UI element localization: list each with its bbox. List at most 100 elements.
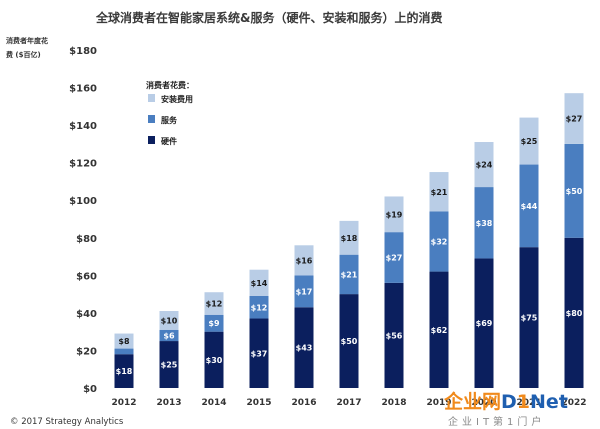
data-label: $12 (251, 303, 268, 312)
y-tick-label: $160 (69, 84, 97, 95)
x-tick-label: 2022 (561, 398, 586, 408)
data-label: $12 (206, 300, 223, 309)
bar-segment-1 (339, 254, 359, 295)
x-tick-label: 2013 (156, 398, 181, 408)
bar-segment-2 (249, 269, 269, 296)
bar-segment-0 (474, 258, 494, 388)
bar-segment-1 (159, 329, 179, 342)
bar-segment-1 (429, 211, 449, 272)
bar-segment-2 (114, 333, 134, 349)
x-tick-label: 2015 (246, 398, 271, 408)
bar-segment-0 (249, 318, 269, 388)
bar-segment-2 (339, 220, 359, 255)
chart-title: 全球消费者在智能家居系统&服务（硬件、安装和服务）上的消费 (95, 10, 442, 25)
watermark-logo-part1: 企业网 (443, 390, 501, 413)
bar-segment-2 (519, 117, 539, 165)
data-label: $18 (341, 234, 358, 243)
data-label: $10 (161, 316, 178, 325)
data-label: $8 (118, 337, 130, 346)
data-label: $37 (251, 349, 268, 358)
data-label: $17 (296, 287, 313, 296)
bar-segment-1 (564, 143, 584, 238)
legend-entry: 服务 (161, 115, 178, 125)
x-tick-label: 2014 (201, 398, 226, 408)
data-label: $50 (566, 187, 583, 196)
y-tick-label: $80 (76, 234, 97, 245)
data-label: $69 (476, 319, 493, 328)
data-label: $43 (296, 344, 313, 353)
watermark-logo-part4: Net (530, 391, 568, 413)
legend-title: 消费者花费： (146, 80, 194, 90)
legend-entry: 硬件 (161, 136, 177, 146)
bar-segment-2 (204, 292, 224, 315)
y-tick-label: $120 (69, 159, 97, 170)
data-label: $75 (521, 314, 538, 323)
data-label: $25 (161, 361, 178, 370)
x-tick-label: 2020 (471, 398, 496, 408)
bar-segment-2 (429, 172, 449, 212)
data-label: $56 (386, 331, 403, 340)
data-label: $38 (476, 219, 493, 228)
legend-swatch (148, 94, 155, 102)
bar-segment-2 (159, 311, 179, 330)
bar-segment-0 (429, 271, 449, 388)
data-label: $16 (296, 256, 313, 265)
y-tick-label: $0 (83, 384, 97, 395)
data-label: $24 (476, 161, 493, 170)
bar-segment-1 (204, 314, 224, 332)
data-label: $30 (206, 356, 223, 365)
data-label: $27 (566, 115, 583, 124)
bar-segment-0 (114, 354, 134, 388)
bar-segment-1 (519, 164, 539, 248)
y-tick-label: $100 (69, 196, 97, 207)
bar-segment-1 (249, 295, 269, 319)
data-label: $21 (431, 188, 448, 197)
watermark-subtitle: 企业IT第1门户 (448, 415, 545, 428)
data-label: $27 (386, 253, 403, 262)
bar-segment-1 (474, 187, 494, 259)
watermark-logo-part3: 1 (517, 391, 530, 413)
watermark-logo-part2: D (501, 391, 517, 413)
x-tick-label: 2016 (291, 398, 316, 408)
bar-segment-0 (519, 247, 539, 388)
bar-segment-1 (384, 232, 404, 283)
data-label: $21 (341, 270, 358, 279)
data-label: $6 (163, 331, 175, 340)
x-tick-label: 2018 (381, 398, 406, 408)
data-label: $80 (566, 309, 583, 318)
watermark-logo: 企业网D1Net (443, 390, 568, 413)
data-label: $32 (431, 238, 448, 247)
y-axis-label-line1: 消费者年度花 (6, 36, 48, 45)
bar-segment-2 (384, 196, 404, 233)
bar-segment-0 (564, 237, 584, 388)
x-tick-label: 2021 (516, 398, 541, 408)
y-axis-ticks: $0 $20 $40 $60 $80 $100 $120 $140 $160 $180 (69, 46, 97, 395)
data-label: $44 (521, 202, 538, 211)
data-label: $19 (386, 210, 403, 219)
bars: $18 $8 $25 $6 $10 $30 $9 $12 $37 $12 $14 $43 $17 $16 $… (114, 93, 584, 388)
bar-segment-0 (384, 282, 404, 388)
bar-segment-2 (474, 142, 494, 188)
data-label: $50 (341, 337, 358, 346)
legend-swatch (148, 136, 155, 144)
data-label: $9 (208, 319, 220, 328)
bar-segment-0 (339, 294, 359, 388)
y-tick-label: $20 (76, 346, 97, 357)
bar-segment-1 (294, 275, 314, 308)
y-tick-label: $60 (76, 271, 97, 282)
copyright: © 2017 Strategy Analytics (10, 417, 124, 427)
bar-segment-2 (564, 93, 584, 144)
bar-segment-0 (204, 331, 224, 388)
legend-entry: 安装费用 (161, 94, 193, 104)
legend-swatch (148, 115, 155, 123)
bar-segment-2 (294, 245, 314, 276)
data-label: $62 (431, 326, 448, 335)
bar-segment-1 (114, 348, 134, 355)
data-label: $25 (521, 137, 538, 146)
x-axis-ticks: 2012 2013 2014 2015 2016 2017 2018 2019 2020 2021… (111, 398, 586, 408)
y-tick-label: $140 (69, 121, 97, 132)
data-label: $18 (116, 367, 133, 376)
y-tick-label: $40 (76, 309, 97, 320)
